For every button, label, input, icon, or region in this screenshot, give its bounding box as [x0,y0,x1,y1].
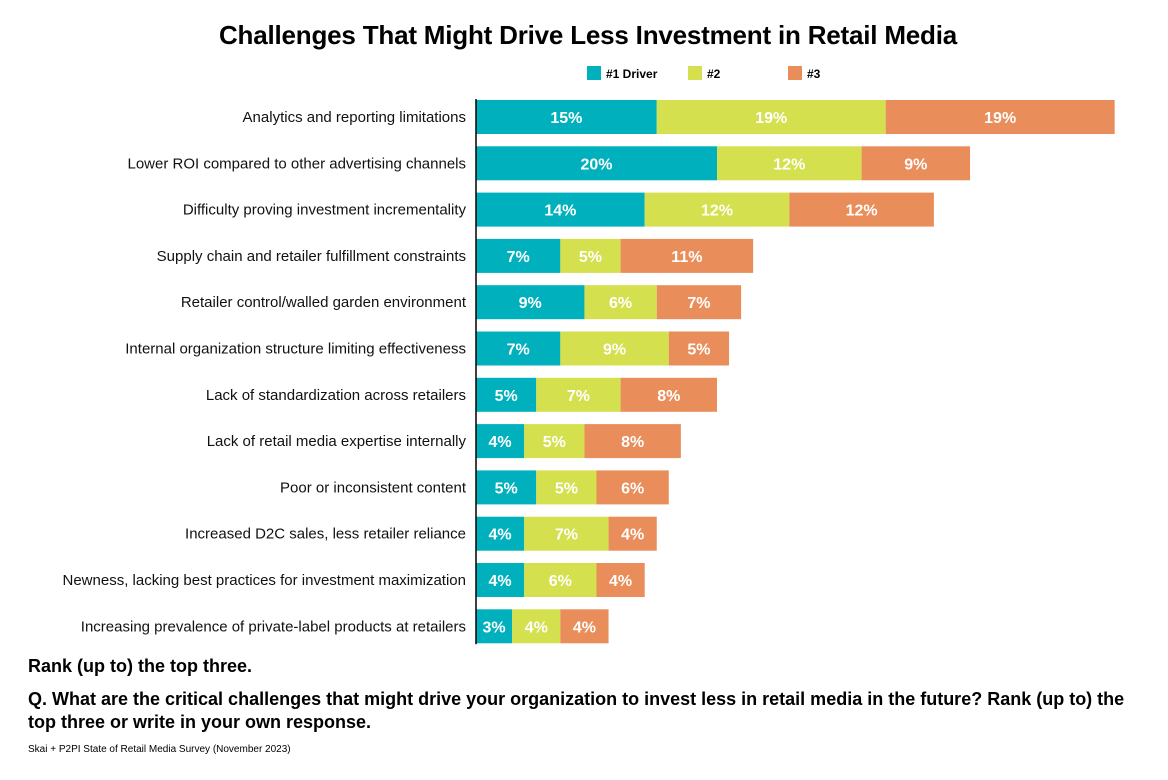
category-label: Newness, lacking best practices for inve… [63,572,467,589]
bar-segment [476,516,525,551]
bar-segment [620,377,717,412]
data-label: 5% [495,388,518,405]
data-label: 19% [755,110,787,127]
data-label: 4% [489,573,512,590]
bar-segment [644,192,790,227]
data-label: 4% [621,527,644,544]
bar-segment [476,285,585,320]
data-label: 5% [555,480,578,497]
legend-swatch [788,66,802,80]
data-label: 3% [483,619,506,636]
bar-segment [476,238,561,273]
bar-segment [560,331,669,366]
data-label: 12% [846,203,878,220]
bar-segment [620,238,754,273]
bar-segment [584,424,681,459]
data-label: 7% [507,249,530,266]
data-label: 15% [550,110,582,127]
bar-segment [536,377,621,412]
data-label: 7% [555,527,578,544]
bar-segment [476,424,525,459]
data-label: 8% [657,388,680,405]
bar-segment [885,100,1115,134]
bar-segment [476,146,717,181]
legend-swatch [587,66,601,80]
chart-title: Challenges That Might Drive Less Investm… [218,20,958,50]
data-label: 14% [544,203,576,220]
data-label: 6% [621,480,644,497]
data-label: 4% [525,619,548,636]
bar-segment [536,470,597,505]
legend-label: #3 [807,67,821,81]
category-label: Internal organization structure limiting… [125,341,466,358]
bar-segment [524,424,585,459]
bar-segment [560,238,621,273]
data-label: 4% [609,573,632,590]
bar-segment [789,192,934,227]
category-label: Lack of standardization across retailers [206,387,466,404]
bar-segment [717,146,862,181]
data-label: 4% [489,434,512,451]
data-label: 9% [904,156,927,173]
data-label: 7% [507,342,530,359]
data-label: 12% [701,203,733,220]
bar-segment [476,100,657,134]
category-label: Difficulty proving investment incrementa… [183,202,467,219]
bar-segment [596,470,669,505]
data-label: 4% [573,619,596,636]
bar-segment [608,516,657,551]
category-label: Poor or inconsistent content [280,479,467,496]
category-label: Lack of retail media expertise internall… [207,433,467,450]
stacked-bar-chart: #1 Driver #2 #3 Analytics and reporting lim… [63,66,1115,645]
data-label: 5% [687,342,710,359]
category-label: Supply chain and retailer fulfillment co… [157,248,466,265]
survey-question: Q. What are the critical challenges that… [28,689,1125,732]
bar-segment [476,609,513,644]
bar-segment [861,146,971,181]
legend-swatch [688,66,702,80]
bar-segment [476,192,645,227]
bar-segment [512,609,561,644]
bar-segment [476,377,537,412]
data-label: 9% [603,342,626,359]
bar-segment [476,331,561,366]
data-label: 12% [773,156,805,173]
data-label: 5% [579,249,602,266]
bar-segment [668,331,730,366]
category-label: Analytics and reporting limitations [243,109,466,126]
bar-segment [584,285,657,320]
data-label: 6% [549,573,572,590]
source-note: Skai + P2PI State of Retail Media Survey… [28,744,291,755]
data-label: 7% [567,388,590,405]
category-label: Increased D2C sales, less retailer relia… [185,526,466,543]
category-label: Increasing prevalence of private-label p… [81,618,466,635]
rank-note: Rank (up to) the top three. [28,656,252,676]
data-label: 6% [609,295,632,312]
category-label: Retailer control/walled garden environme… [181,294,467,311]
category-label: Lower ROI compared to other advertising … [127,155,466,172]
data-label: 20% [580,156,612,173]
bar-segment [656,100,886,134]
bar-segment [476,470,537,505]
bar-segment [656,285,742,320]
data-label: 8% [621,434,644,451]
data-label: 5% [495,480,518,497]
bar-segment [524,516,609,551]
data-label: 19% [984,110,1016,127]
data-label: 11% [671,249,702,266]
bar-segment [560,609,609,644]
legend-label: #2 [707,67,721,81]
data-label: 4% [489,527,512,544]
bar-segment [476,563,525,597]
data-label: 5% [543,434,566,451]
data-label: 9% [519,295,542,312]
bar-segment [524,563,597,597]
data-label: 7% [687,295,710,312]
legend-label: #1 Driver [606,67,658,81]
bar-segment [596,563,645,597]
